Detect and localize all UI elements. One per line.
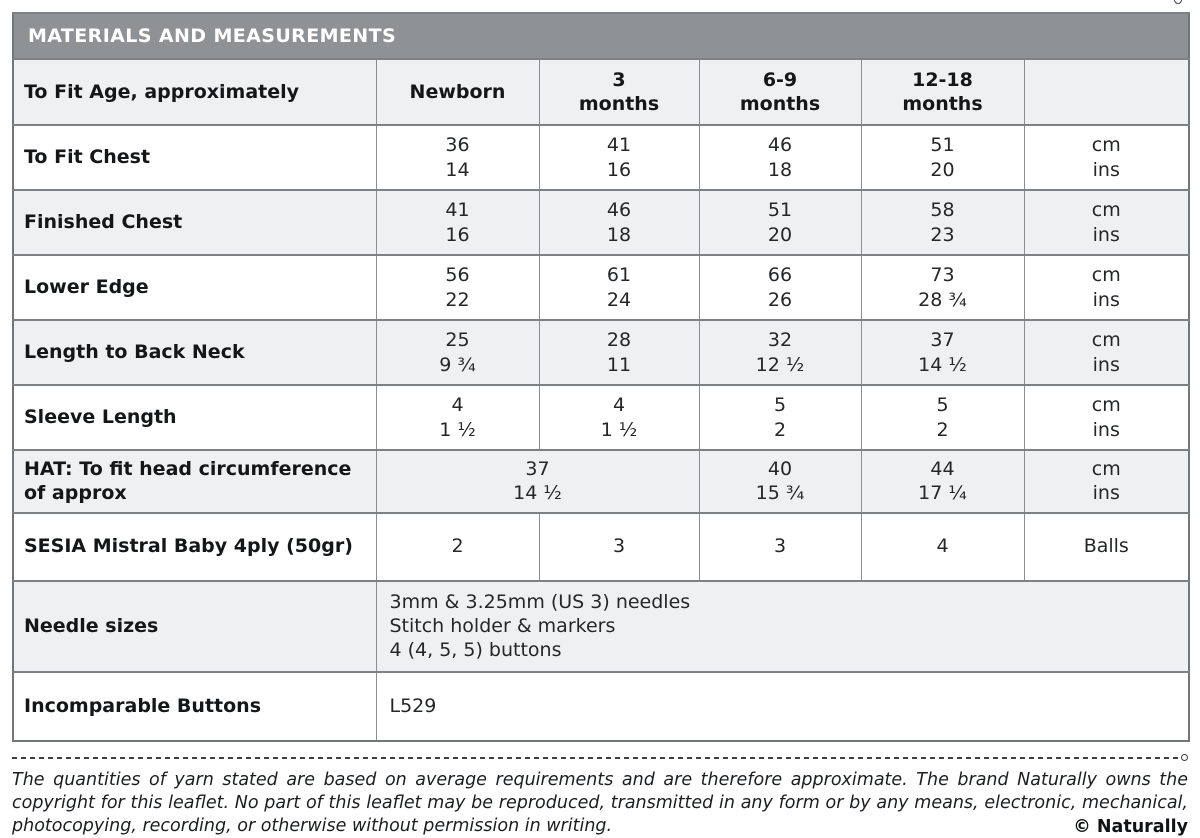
- cell-value: 3: [698, 511, 861, 581]
- cutline-end-ring: [1181, 753, 1188, 761]
- table-row-sleeve-length: Sleeve Length 4 1 ½ 4 1 ½ 5 2 5 2 cm ins: [12, 384, 1190, 450]
- row-label: Finished Chest: [12, 189, 376, 255]
- row-label: HAT: To fit head circumference of approx: [12, 449, 376, 513]
- cell-value: 36 14: [375, 124, 539, 190]
- cell-value: 5 2: [860, 384, 1024, 450]
- cell-value: 41 16: [538, 124, 699, 190]
- cell-unit: cm ins: [1023, 384, 1190, 450]
- cell-value: 61 24: [538, 254, 699, 320]
- table-row-incomparable-buttons: Incomparable Buttons L529: [12, 670, 1190, 741]
- cell-value: 28 11: [538, 319, 699, 385]
- table-row-lower-edge: Lower Edge 56 22 61 24 66 26 73 28 ¾ cm …: [12, 254, 1190, 320]
- row-label: SESIA Mistral Baby 4ply (50gr): [12, 511, 376, 581]
- size-col-12-18-months: 12-18 months: [860, 58, 1024, 125]
- size-col-units: [1023, 58, 1190, 125]
- cell-value: 4: [860, 511, 1024, 581]
- cell-value: 41 16: [375, 189, 539, 255]
- dashed-line: [12, 756, 1178, 759]
- cell-value: 66 26: [698, 254, 861, 320]
- cell-value: 58 23: [860, 189, 1024, 255]
- cell-value: 2: [375, 511, 539, 581]
- cell-value: 25 9 ¾: [375, 319, 539, 385]
- table-row-finished-chest: Finished Chest 41 16 46 18 51 20 58 23 c…: [12, 189, 1190, 255]
- materials-measurements-table: MATERIALS AND MEASUREMENTS To Fit Age, a…: [12, 12, 1191, 742]
- table-row-needle-sizes: Needle sizes 3mm & 3.25mm (US 3) needles…: [12, 579, 1190, 672]
- cell-unit: cm ins: [1023, 449, 1190, 513]
- cutline-end-ring-top: [1174, 0, 1182, 4]
- cell-value: 5 2: [698, 384, 861, 450]
- size-col-newborn: Newborn: [375, 58, 539, 125]
- cell-value: 46 18: [698, 124, 861, 190]
- buttons-code-value: L529: [375, 670, 1190, 741]
- size-col-6-9-months: 6-9 months: [698, 58, 861, 125]
- row-label: Lower Edge: [12, 254, 376, 320]
- cell-value: 37 14 ½: [860, 319, 1024, 385]
- cell-value: 40 15 ¾: [698, 449, 861, 513]
- table-row-to-fit-chest: To Fit Chest 36 14 41 16 46 18 51 20 cm …: [12, 124, 1190, 190]
- size-col-3-months: 3 months: [538, 58, 699, 125]
- cell-unit: Balls: [1023, 511, 1190, 581]
- table-row-length-to-back-neck: Length to Back Neck 25 9 ¾ 28 11 32 12 ½…: [12, 319, 1190, 385]
- cell-unit: cm ins: [1023, 189, 1190, 255]
- footer: The quantities of yarn stated are based …: [12, 769, 1188, 838]
- cell-value: 4 1 ½: [375, 384, 539, 450]
- cell-value: 44 17 ¼: [860, 449, 1024, 513]
- cell-unit: cm ins: [1023, 254, 1190, 320]
- cell-value: 73 28 ¾: [860, 254, 1024, 320]
- cell-unit: cm ins: [1023, 124, 1190, 190]
- cut-here-line: [12, 753, 1188, 762]
- row-label: Length to Back Neck: [12, 319, 376, 385]
- cell-value: 51 20: [860, 124, 1024, 190]
- size-header-row: To Fit Age, approximately Newborn 3 mont…: [12, 58, 1190, 125]
- size-header-label: To Fit Age, approximately: [12, 58, 376, 125]
- row-label: Sleeve Length: [12, 384, 376, 450]
- row-label: To Fit Chest: [12, 124, 376, 190]
- row-label: Incomparable Buttons: [12, 670, 376, 741]
- cell-value: 32 12 ½: [698, 319, 861, 385]
- row-label: Needle sizes: [12, 579, 376, 672]
- table-row-yarn-balls: SESIA Mistral Baby 4ply (50gr) 2 3 3 4 B…: [12, 511, 1190, 581]
- cell-value: 3: [538, 511, 699, 581]
- table-title-row: MATERIALS AND MEASUREMENTS: [12, 12, 1190, 59]
- cell-value: 4 1 ½: [538, 384, 699, 450]
- copyright-disclaimer-text: The quantities of yarn stated are based …: [12, 769, 1188, 837]
- leaflet-page: MATERIALS AND MEASUREMENTS To Fit Age, a…: [12, 0, 1191, 838]
- cell-value: 46 18: [538, 189, 699, 255]
- cell-value: 51 20: [698, 189, 861, 255]
- cell-value-merged: 37 14 ½: [375, 449, 699, 513]
- needle-sizes-value: 3mm & 3.25mm (US 3) needles Stitch holde…: [375, 579, 1190, 672]
- brand-copyright: © Naturally: [1059, 817, 1188, 838]
- table-row-hat-circumference: HAT: To fit head circumference of approx…: [12, 449, 1190, 513]
- cell-unit: cm ins: [1023, 319, 1190, 385]
- cell-value: 56 22: [375, 254, 539, 320]
- table-title: MATERIALS AND MEASUREMENTS: [12, 12, 1190, 59]
